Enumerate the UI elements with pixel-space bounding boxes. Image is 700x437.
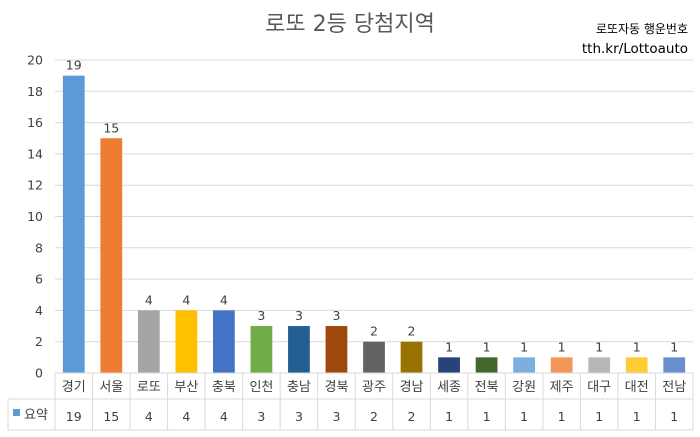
category-label: 충북 (212, 380, 236, 395)
category-label: 충남 (287, 380, 311, 395)
bar (625, 357, 648, 373)
bar (400, 341, 423, 373)
table-value: 1 (483, 409, 491, 424)
brand-url: tth.kr/Lottoauto (581, 41, 688, 57)
y-tick-label: 12 (27, 178, 43, 193)
data-label: 4 (182, 292, 190, 307)
y-tick-label: 4 (35, 303, 43, 318)
bar (363, 341, 385, 373)
table-value: 2 (370, 409, 378, 424)
chart-title: 로또 2등 당첨지역 (265, 12, 435, 37)
data-label: 2 (408, 324, 416, 339)
table-value: 1 (670, 409, 678, 424)
category-label: 전남 (662, 380, 686, 395)
bar (175, 310, 198, 373)
data-labels: 19 15 4 4 4 3 3 3 2 2 1 1 1 1 1 1 1 (66, 58, 678, 355)
data-label: 2 (370, 324, 378, 339)
table-value: 1 (445, 409, 453, 424)
table-value: 3 (295, 409, 303, 424)
category-label: 서울 (99, 380, 123, 395)
bar (588, 357, 611, 373)
bars (62, 75, 686, 374)
data-table: 경기 19 서울 15 로또 4 부산 4 충북 4 인천 3 충남 3 경북 3 광주 2 경남 2 세종 1 전북 1 강원… (7, 372, 694, 431)
bar (62, 75, 85, 374)
y-tick-label: 6 (35, 272, 43, 287)
data-label: 15 (103, 120, 119, 135)
table-value: 1 (595, 409, 603, 424)
data-label: 4 (145, 292, 153, 307)
y-tick-label: 0 (35, 366, 43, 381)
y-tick-label: 14 (27, 146, 43, 161)
data-label: 1 (520, 339, 528, 354)
data-label: 3 (295, 308, 303, 323)
bar (212, 310, 235, 373)
table-value: 1 (558, 409, 566, 424)
legend-swatch (13, 409, 20, 416)
table-value: 4 (145, 409, 153, 424)
y-tick-label: 20 (27, 53, 43, 68)
category-label: 경기 (62, 380, 86, 395)
category-label: 대구 (587, 380, 611, 395)
bar (288, 326, 310, 373)
data-label: 1 (595, 339, 603, 354)
y-tick-label: 18 (27, 84, 43, 99)
category-label: 인천 (249, 380, 273, 395)
bar (438, 357, 460, 373)
data-label: 1 (633, 339, 641, 354)
category-label: 강원 (512, 380, 536, 395)
category-label: 전북 (475, 380, 499, 395)
legend-label: 요약 (24, 408, 48, 423)
table-value: 1 (633, 409, 641, 424)
bar (550, 357, 573, 373)
data-label: 1 (670, 339, 678, 354)
table-value: 4 (182, 409, 190, 424)
table-value: 15 (103, 409, 119, 424)
category-label: 세종 (437, 380, 461, 395)
data-label: 3 (332, 308, 340, 323)
category-label: 로또 (137, 380, 161, 395)
category-label: 경남 (400, 380, 424, 395)
category-label: 광주 (362, 380, 386, 395)
bar (663, 357, 686, 373)
category-label: 제주 (550, 380, 574, 395)
table-value: 4 (220, 409, 228, 424)
category-label: 부산 (174, 380, 198, 395)
data-label: 1 (483, 339, 491, 354)
bar (100, 138, 123, 373)
gridlines (55, 59, 693, 374)
y-tick-label: 2 (35, 334, 43, 349)
data-label: 3 (257, 308, 265, 323)
data-label: 4 (220, 292, 228, 307)
table-value: 3 (257, 409, 265, 424)
category-label: 경북 (325, 380, 349, 395)
bar (475, 357, 498, 373)
table-value: 1 (520, 409, 528, 424)
y-tick-label: 16 (27, 115, 43, 130)
table-value: 19 (66, 409, 82, 424)
y-tick-label: 8 (35, 240, 43, 255)
bar (513, 357, 536, 373)
data-label: 1 (445, 339, 453, 354)
bar (325, 326, 348, 373)
brand-name: 로또자동 행운번호 (595, 22, 688, 36)
y-axis-ticks: 0 2 4 6 8 10 12 14 16 18 20 (27, 53, 43, 381)
bar (137, 310, 160, 373)
table-value: 3 (332, 409, 340, 424)
y-tick-label: 10 (27, 209, 43, 224)
bar (250, 326, 273, 373)
data-label: 19 (66, 58, 82, 73)
data-label: 1 (558, 339, 566, 354)
category-label: 대전 (625, 380, 649, 395)
table-value: 2 (408, 409, 416, 424)
